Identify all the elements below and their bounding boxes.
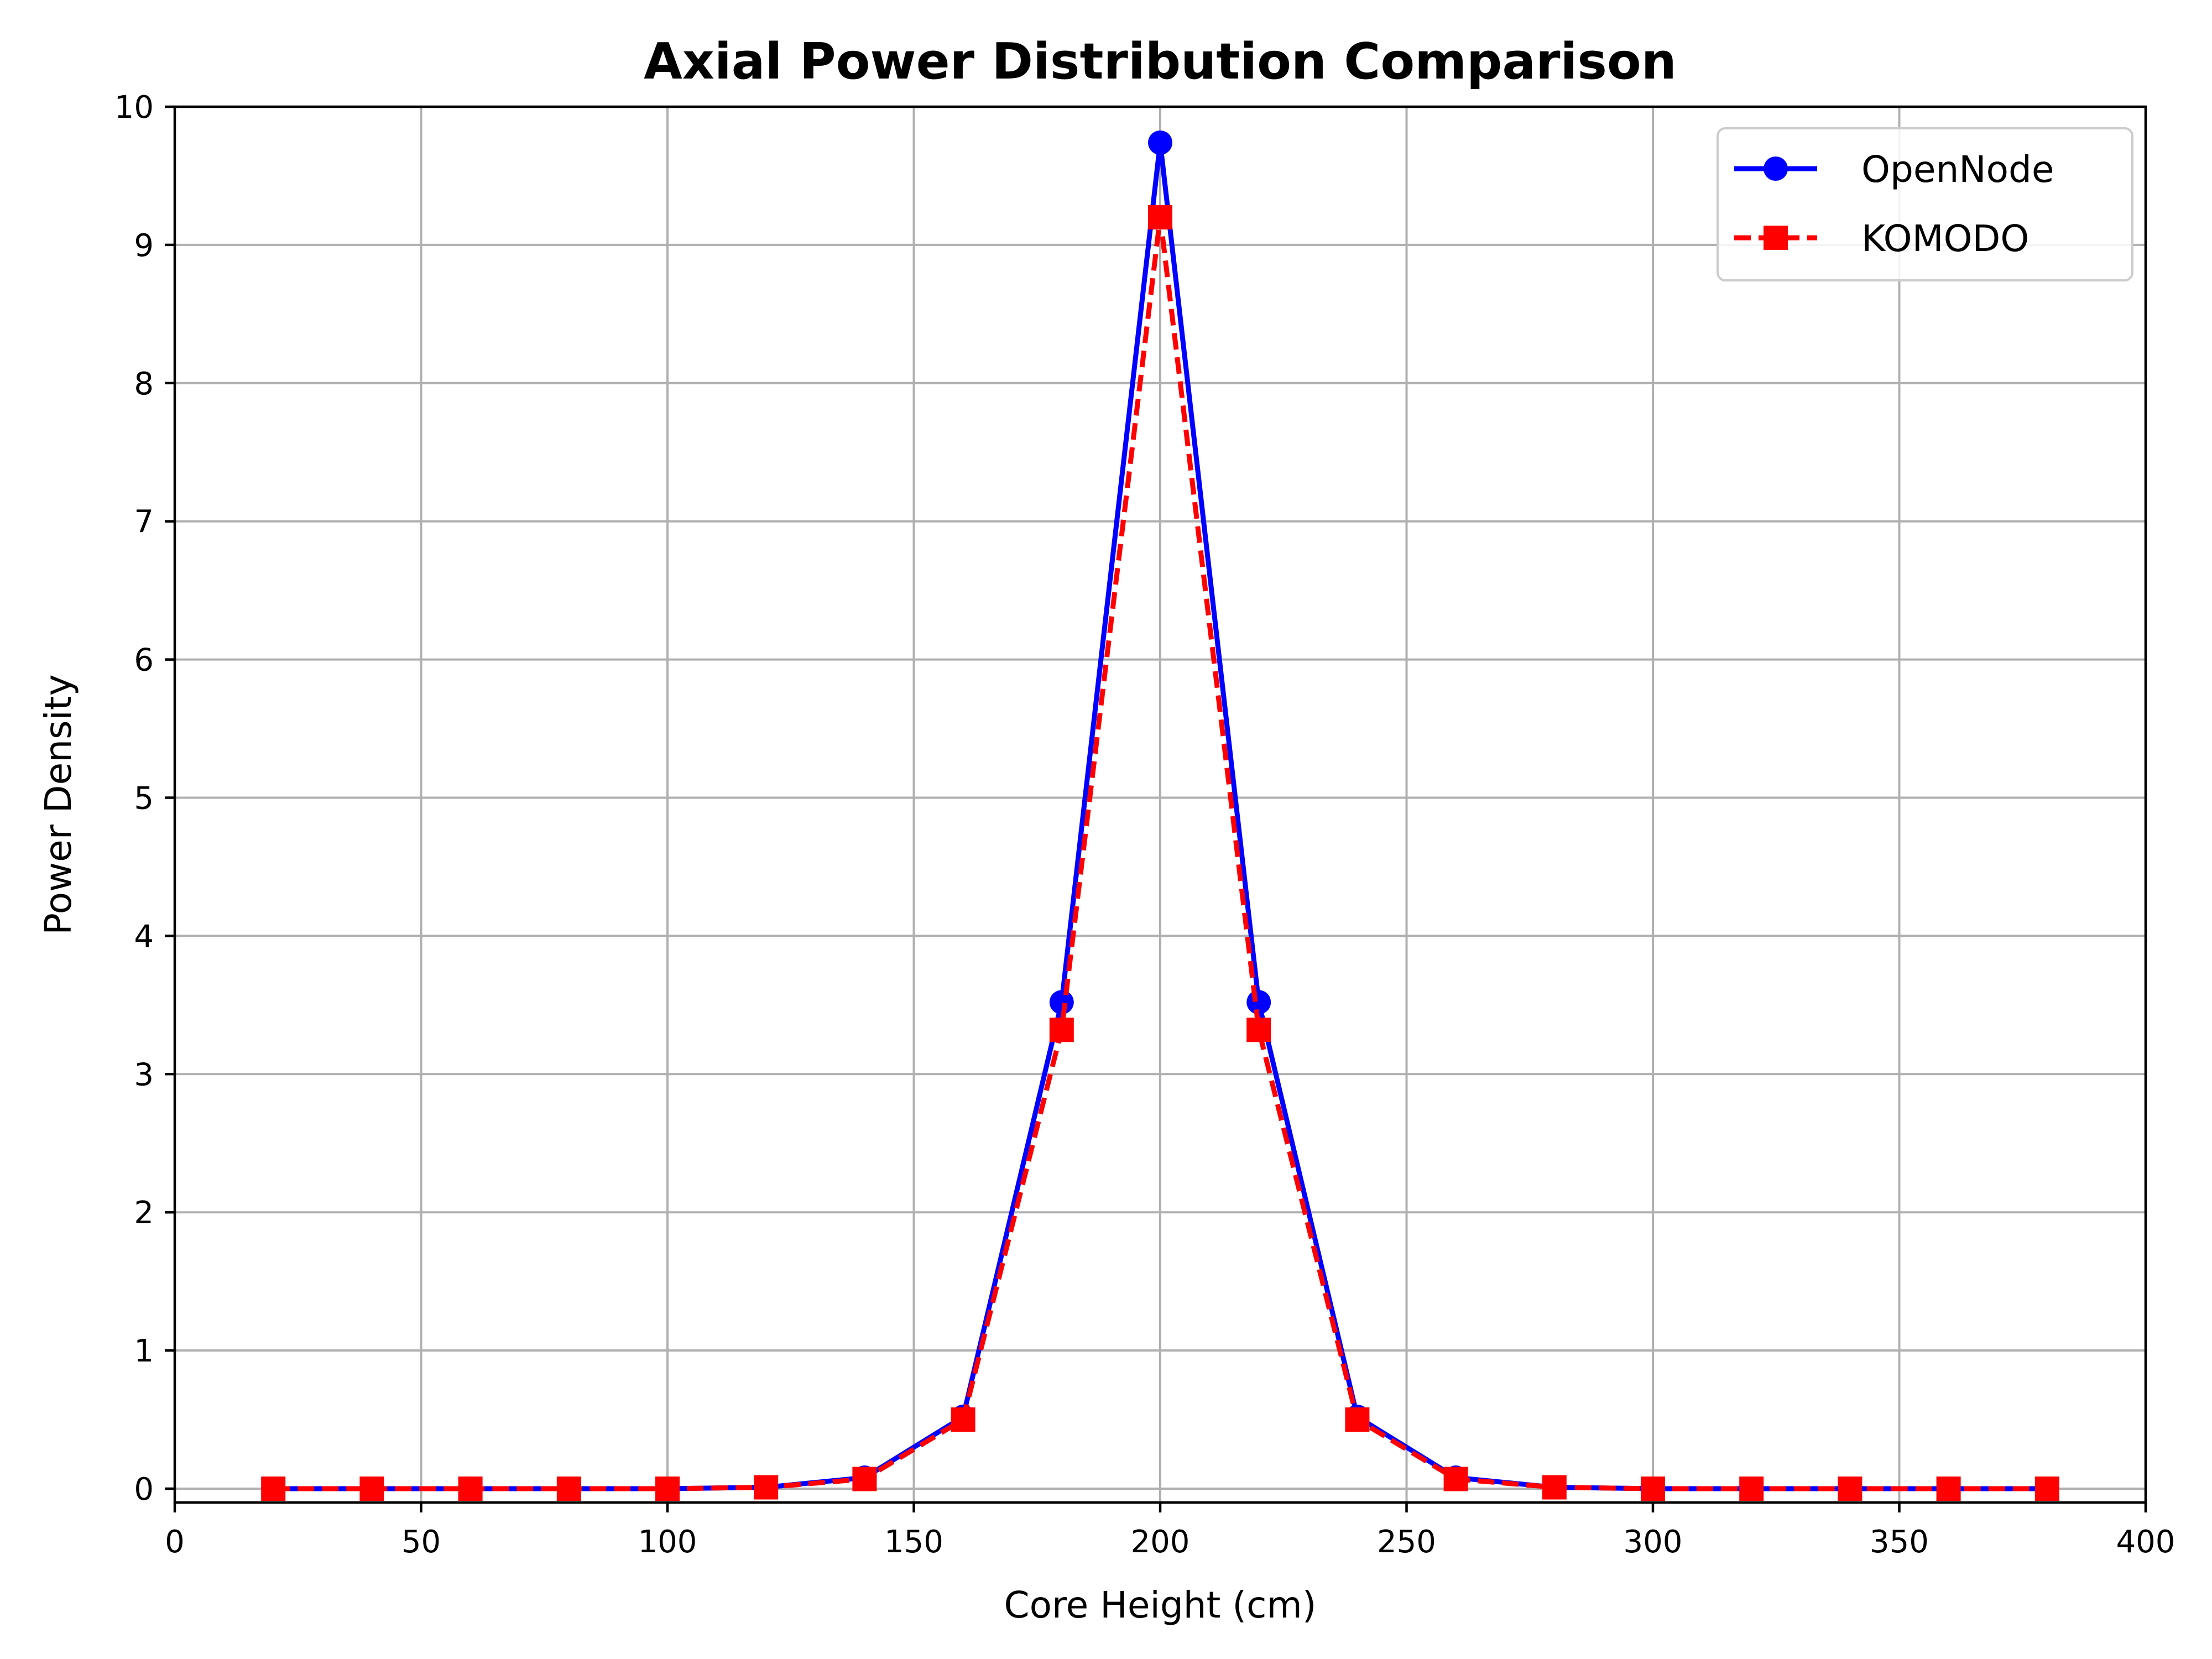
komodo-point	[1641, 1477, 1665, 1501]
komodo-point	[359, 1477, 384, 1501]
komodo-point	[556, 1477, 581, 1501]
legend-label-opennode: OpenNode	[1861, 148, 2054, 191]
x-tick-label: 150	[884, 1524, 943, 1560]
legend-item-komodo: KOMODO	[1734, 217, 2029, 260]
x-axis-ticks: 0 50 100 150 200 250 300 350 400	[165, 1503, 2175, 1560]
x-tick-label: 0	[165, 1524, 185, 1560]
komodo-point	[1936, 1477, 1961, 1501]
y-tick-label: 0	[134, 1472, 154, 1507]
komodo-point	[261, 1477, 286, 1501]
x-tick-label: 400	[2116, 1524, 2176, 1560]
series-layer	[261, 130, 2059, 1501]
komodo-point	[852, 1467, 877, 1491]
y-tick-label: 10	[114, 90, 154, 126]
y-tick-label: 1	[134, 1333, 154, 1369]
x-axis-label: Core Height (cm)	[1004, 1584, 1317, 1626]
y-axis-ticks: 0 1 2 3 4 5 6 7 8 9 10	[114, 90, 175, 1507]
y-tick-label: 3	[134, 1057, 154, 1093]
plot-frame	[173, 105, 2147, 1504]
komodo-point	[1443, 1467, 1468, 1491]
legend-marker-komodo	[1764, 226, 1788, 250]
komodo-point	[2034, 1477, 2059, 1501]
y-tick-label: 6	[134, 643, 154, 679]
x-tick-label: 250	[1377, 1524, 1436, 1560]
y-tick-label: 5	[134, 781, 154, 817]
y-tick-label: 8	[134, 366, 154, 402]
komodo-point	[458, 1477, 483, 1501]
chart-title: Axial Power Distribution Comparison	[644, 33, 1677, 91]
komodo-point	[1049, 1018, 1074, 1042]
komodo-point	[754, 1475, 779, 1500]
x-tick-label: 50	[401, 1524, 441, 1560]
y-tick-label: 2	[134, 1195, 154, 1231]
legend-label-komodo: KOMODO	[1861, 217, 2029, 260]
legend-box	[1717, 127, 2133, 281]
opennode-point	[1148, 130, 1172, 155]
komodo-point	[655, 1477, 680, 1501]
y-tick-label: 9	[134, 228, 154, 264]
legend: OpenNode KOMODO	[1717, 127, 2133, 281]
x-tick-label: 100	[638, 1524, 697, 1560]
komodo-point	[1246, 1018, 1271, 1042]
grid-lines	[174, 106, 2147, 1503]
series-komodo	[261, 205, 2059, 1501]
y-tick-label: 4	[134, 919, 154, 954]
komodo-point	[1838, 1477, 1863, 1501]
komodo-point	[1739, 1477, 1764, 1501]
komodo-point	[951, 1407, 975, 1432]
y-axis-label: Power Density	[37, 674, 80, 935]
komodo-point	[1542, 1475, 1567, 1500]
legend-item-opennode: OpenNode	[1734, 148, 2054, 191]
legend-marker-opennode	[1764, 156, 1788, 181]
x-tick-label: 200	[1131, 1524, 1190, 1560]
x-tick-label: 300	[1624, 1524, 1683, 1560]
komodo-point	[1345, 1407, 1370, 1432]
komodo-point	[1148, 205, 1172, 229]
x-tick-label: 350	[1870, 1524, 1929, 1560]
y-tick-label: 7	[134, 504, 154, 540]
opennode-point	[1049, 990, 1074, 1015]
